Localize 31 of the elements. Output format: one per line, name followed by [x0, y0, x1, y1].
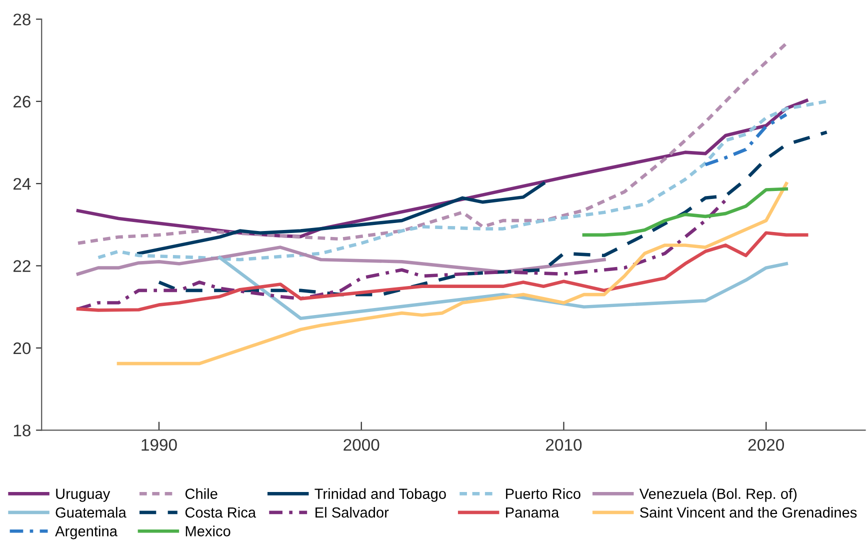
y-tick-label: 18 [14, 424, 30, 436]
y-tick-label: 24 [14, 178, 31, 190]
line-series [704, 112, 788, 166]
y-tick-label: 22 [14, 260, 30, 272]
line-series [116, 182, 788, 366]
legend-label: Uruguay [56, 488, 110, 502]
line-series [76, 198, 728, 311]
line-series [76, 42, 788, 245]
legend-label: Puerto Rico [506, 488, 580, 499]
x-tick-label: 1990 [142, 438, 177, 451]
legend-label: Trinidad and Tobago [314, 488, 446, 502]
line-series [157, 130, 828, 296]
x-tick-label: 2010 [546, 438, 582, 451]
legend-label: Costa Rica [185, 506, 256, 518]
legend-label: Mexico [186, 526, 230, 536]
line-series [76, 246, 606, 276]
x-tick-label: 2000 [344, 438, 380, 451]
legend-label: Saint Vincent and the Grenadines [640, 506, 857, 518]
legend-label: Venezuela (Bol. Rep. of) [639, 488, 797, 502]
y-tick-label: 26 [14, 96, 30, 108]
line-series [76, 231, 808, 312]
line-series [582, 187, 788, 237]
y-tick-label: 20 [14, 342, 31, 354]
legend-label: Guatemala [56, 506, 126, 518]
legend-label: Argentina [55, 526, 118, 540]
legend-label: El Salvador [316, 506, 389, 518]
y-tick-label: 28 [14, 14, 30, 26]
x-tick-label: 2020 [748, 438, 784, 451]
line-series [137, 182, 546, 256]
legend-label: Panama [506, 507, 560, 518]
legend-label: Chile [185, 488, 218, 499]
